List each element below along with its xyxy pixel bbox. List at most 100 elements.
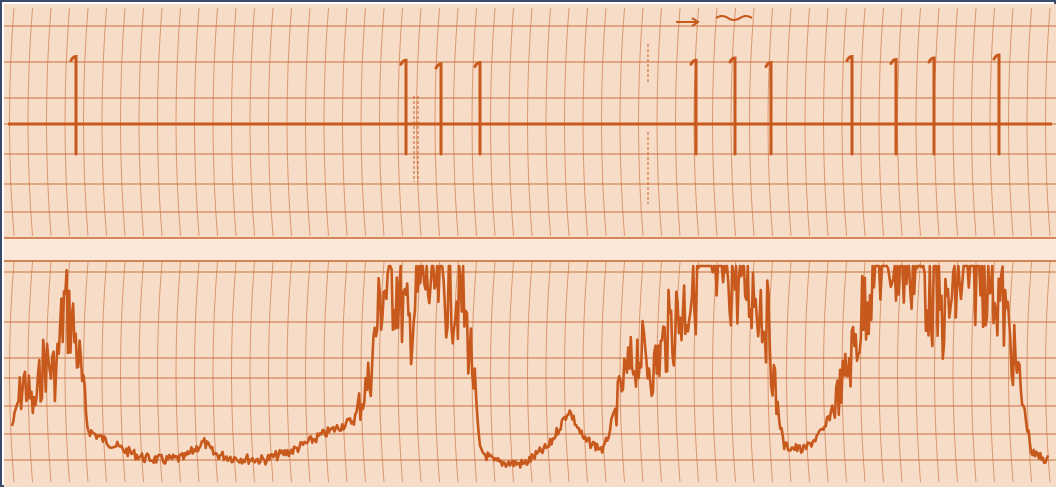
grid-arc [379, 7, 385, 237]
grid-arc [693, 7, 699, 237]
grid-arc [305, 261, 311, 483]
grid-arc [1026, 261, 1032, 483]
top-trace-marker [399, 58, 408, 156]
channel-separator [4, 238, 1056, 260]
grid-arc [323, 261, 329, 483]
grid-arc [175, 7, 181, 237]
grid-arc [1026, 7, 1032, 237]
grid-arc [46, 7, 52, 237]
grid-arc [416, 7, 422, 237]
grid-arc [786, 261, 792, 483]
grid-arc [1008, 261, 1014, 483]
grid-arc [249, 261, 255, 483]
grid-arc [212, 7, 218, 237]
grid-arc [675, 261, 681, 483]
top-trace-marker [889, 57, 898, 156]
grid-arc [27, 7, 33, 237]
grid-arc [1045, 261, 1051, 483]
grid-arc [619, 261, 625, 483]
grid-arc [101, 7, 107, 237]
grid-arc [231, 261, 237, 483]
grid-arc [675, 7, 681, 237]
grid-arc [490, 261, 496, 483]
grid-arc [971, 7, 977, 237]
top-trace-marker [689, 58, 698, 156]
grid-arc [915, 7, 921, 237]
grid-arc [508, 261, 514, 483]
top-trace-marker [69, 54, 78, 156]
grid-arc [527, 7, 533, 237]
grid-arc [342, 261, 348, 483]
grid-arc [804, 261, 810, 483]
grid-arc [564, 261, 570, 483]
grid-arc [249, 7, 255, 237]
grid-arc [545, 261, 551, 483]
grid-arc [564, 7, 570, 237]
grid-arc [619, 7, 625, 237]
grid-arc [416, 261, 422, 483]
grid-arc [823, 7, 829, 237]
grid-arc [767, 7, 773, 237]
grid-arc [804, 7, 810, 237]
grid-arc [601, 7, 607, 237]
grid-arc [397, 7, 403, 237]
grid-arc [138, 7, 144, 237]
grid-arc [989, 7, 995, 237]
strip-chart-recording [4, 4, 1056, 487]
grid-arc [823, 261, 829, 483]
grid-arc [841, 7, 847, 237]
grid-arc [305, 7, 311, 237]
grid-arc [157, 7, 163, 237]
grid-arc [453, 261, 459, 483]
grid-arc [120, 261, 126, 483]
grid-arc [231, 7, 237, 237]
grid-arc [527, 261, 533, 483]
top-trace-marker [473, 60, 482, 156]
top-trace-marker [845, 54, 854, 156]
grid-arc [64, 7, 70, 237]
grid-arc [786, 7, 792, 237]
grid-arc [83, 261, 89, 483]
grid-arc [212, 261, 218, 483]
grid-arc [545, 7, 551, 237]
grid-arc [120, 7, 126, 237]
grid-arc [9, 261, 15, 483]
grid-arc [323, 7, 329, 237]
grid-arc [379, 261, 385, 483]
grid-arc [749, 7, 755, 237]
top-trace-marker [992, 53, 1001, 156]
top-trace-marker [434, 62, 443, 156]
grid-arc [453, 7, 459, 237]
grid-arc [730, 7, 736, 237]
grid-arc [601, 261, 607, 483]
grid-arc [471, 7, 477, 237]
grid-arc [434, 7, 440, 237]
bottom-trace-signal [10, 264, 1050, 469]
grid-arc [656, 7, 662, 237]
grid-arc [342, 7, 348, 237]
grid-arc [638, 7, 644, 237]
grid-arc [860, 7, 866, 237]
grid-arc [490, 7, 496, 237]
top-trace-marker [927, 56, 936, 156]
grid-arc [582, 7, 588, 237]
grid-arc [194, 7, 200, 237]
grid-arc [1008, 7, 1014, 237]
grid-arc [83, 7, 89, 237]
grid-arc [878, 7, 884, 237]
grid-arc [360, 261, 366, 483]
grid-arc [508, 7, 514, 237]
handwritten-arrow [676, 17, 700, 27]
top-trace-marker [764, 60, 773, 156]
grid-arc [194, 261, 200, 483]
grid-arc [1045, 7, 1051, 237]
grid-arc [582, 261, 588, 483]
grid-arc [360, 7, 366, 237]
handwritten-note [715, 15, 753, 21]
grid-arc [268, 7, 274, 237]
grid-arc [286, 7, 292, 237]
handwritten-vertical-label [413, 96, 419, 182]
grid-arc [101, 261, 107, 483]
grid-arc [9, 7, 15, 237]
